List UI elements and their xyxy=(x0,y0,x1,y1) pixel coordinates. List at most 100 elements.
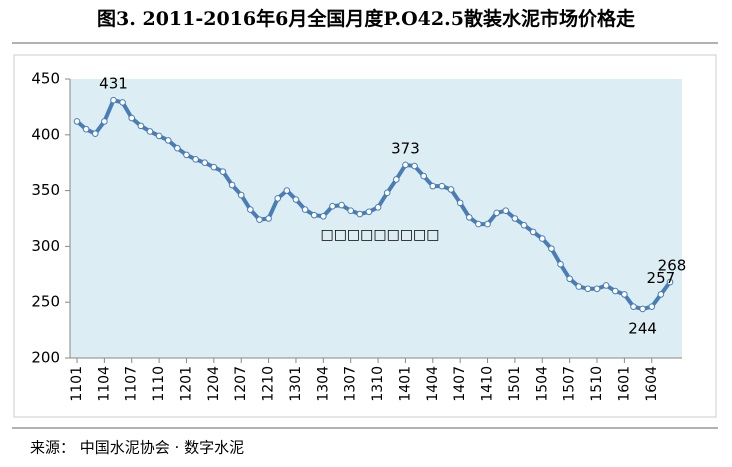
y-tick-label: 400 xyxy=(31,125,60,143)
source: 来源： 中国水泥协会 · 数字水泥 xyxy=(30,439,244,457)
point xyxy=(520,221,528,229)
y-tick-label: 250 xyxy=(31,293,60,311)
point xyxy=(456,199,464,207)
x-tick-label: 1401 xyxy=(397,366,413,402)
point xyxy=(365,208,373,216)
point xyxy=(538,235,546,242)
x-tick-label: 1404 xyxy=(425,366,441,402)
point xyxy=(402,161,409,169)
point xyxy=(219,168,227,175)
point xyxy=(228,181,236,189)
point xyxy=(155,132,163,140)
x-tick-label: 1207 xyxy=(233,366,249,402)
x-tick-label: 1210 xyxy=(261,366,277,402)
x-tick-label: 1604 xyxy=(644,366,660,402)
annotation: □□□□□□□□□ xyxy=(320,227,439,243)
point xyxy=(256,216,263,223)
x-tick-label: 1301 xyxy=(288,366,304,402)
x-tick-label: 1407 xyxy=(452,366,468,402)
x-tick-label: 1410 xyxy=(480,366,496,402)
point xyxy=(237,191,245,199)
point xyxy=(584,285,592,293)
point xyxy=(356,210,364,218)
point xyxy=(338,201,345,209)
point xyxy=(82,125,90,133)
y-tick-label: 200 xyxy=(31,349,60,367)
point xyxy=(137,122,145,130)
point xyxy=(265,215,272,222)
point xyxy=(411,162,418,170)
point xyxy=(274,195,282,202)
point xyxy=(493,209,500,217)
point xyxy=(210,163,218,171)
point xyxy=(301,206,309,213)
x-tick-label: 1507 xyxy=(562,366,578,402)
point xyxy=(374,204,382,211)
point xyxy=(621,291,628,298)
point xyxy=(557,260,564,268)
point xyxy=(438,182,446,190)
y-tick-label: 350 xyxy=(31,181,60,199)
point xyxy=(320,212,327,220)
x-tick-label: 1201 xyxy=(178,366,194,402)
point xyxy=(119,99,126,106)
point xyxy=(429,182,437,190)
point xyxy=(383,189,391,197)
point xyxy=(475,220,482,228)
point xyxy=(201,159,209,166)
point xyxy=(548,245,555,252)
point xyxy=(566,275,573,283)
x-tick-label: 1304 xyxy=(315,366,331,402)
point xyxy=(73,118,81,125)
point xyxy=(529,228,537,236)
data-label: 257 xyxy=(647,269,676,287)
point xyxy=(593,285,601,293)
point xyxy=(183,151,190,159)
point xyxy=(128,114,136,122)
point xyxy=(192,156,199,163)
point xyxy=(347,207,354,214)
x-tick-label: 1110 xyxy=(151,366,167,402)
point xyxy=(174,144,181,152)
point xyxy=(511,215,519,222)
x-tick-label: 1504 xyxy=(534,366,550,402)
x-tick-label: 1307 xyxy=(343,366,359,402)
point xyxy=(247,206,254,213)
point xyxy=(502,207,510,214)
point xyxy=(575,283,583,290)
y-tick-label: 300 xyxy=(31,237,60,255)
point xyxy=(283,187,291,194)
point xyxy=(657,291,665,298)
point xyxy=(465,214,473,221)
point xyxy=(292,196,300,203)
chart-title: 图3. 2011-2016年6月全国月度P.O42.5散装水泥市场价格走 xyxy=(97,7,635,30)
point xyxy=(484,220,491,228)
plot-area xyxy=(70,79,682,358)
x-tick-label: 1601 xyxy=(616,366,632,402)
point xyxy=(329,202,336,210)
point xyxy=(110,96,117,104)
chart-frame xyxy=(13,54,717,418)
point xyxy=(164,137,172,144)
point xyxy=(146,128,154,135)
point xyxy=(420,172,427,180)
point xyxy=(648,303,656,310)
x-tick-label: 1101 xyxy=(69,366,85,402)
data-label: 431 xyxy=(99,75,128,93)
point xyxy=(639,305,646,313)
x-tick-label: 1310 xyxy=(370,366,386,402)
point xyxy=(666,278,674,286)
point xyxy=(101,118,108,125)
data-label: 268 xyxy=(658,257,687,275)
data-label: 373 xyxy=(391,139,420,157)
point xyxy=(630,303,637,310)
x-tick-label: 1104 xyxy=(96,366,112,402)
x-tick-label: 1204 xyxy=(206,366,222,402)
x-tick-label: 1501 xyxy=(507,366,523,402)
point xyxy=(602,282,610,289)
x-tick-label: 1510 xyxy=(589,366,605,402)
data-label: 244 xyxy=(628,319,657,337)
point xyxy=(393,176,400,183)
point xyxy=(611,287,619,295)
